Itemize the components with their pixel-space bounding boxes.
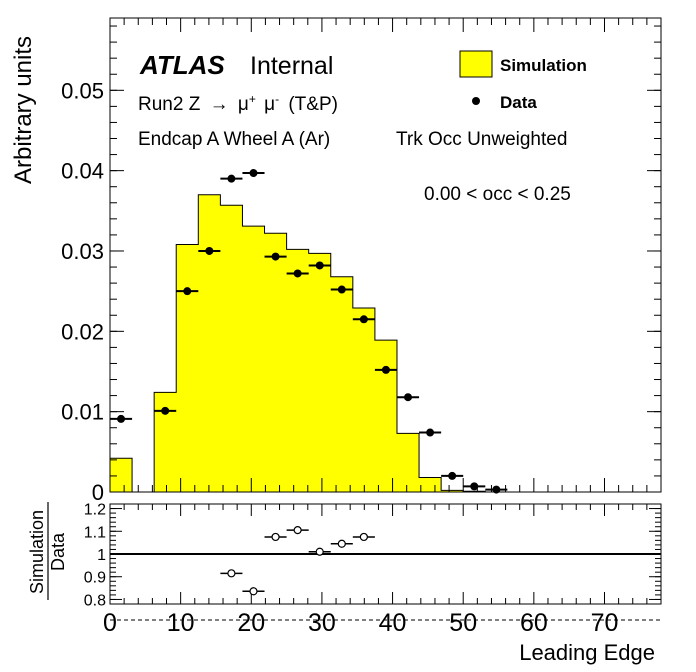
x-tick-label: 70	[591, 609, 619, 637]
legend: Simulation Data	[459, 50, 587, 112]
legend-data-label: Data	[500, 93, 537, 112]
upper-y-tick-label: 0.05	[61, 78, 104, 103]
run-minus-sup: -	[275, 92, 279, 106]
lower-y-tick-label: 1	[97, 547, 106, 564]
ratio-point	[359, 532, 368, 542]
occupancy-range-label: 0.00 < occ < 0.25	[424, 184, 571, 205]
data-point	[359, 315, 368, 324]
legend-simulation-swatch	[459, 50, 493, 78]
x-tick-label: 50	[449, 609, 477, 637]
legend-data-marker	[472, 97, 480, 105]
lower-y-tick-label: 1.1	[84, 524, 106, 541]
data-point	[161, 406, 170, 415]
data-point	[470, 482, 479, 491]
data-point	[448, 471, 457, 480]
ratio-points	[220, 526, 375, 596]
x-tick-label: 10	[167, 609, 195, 637]
ratio-point	[293, 526, 302, 535]
ratio-y-title-denominator: Data	[48, 532, 68, 571]
upper-y-tick-label: 0.01	[61, 400, 104, 425]
data-point	[271, 252, 280, 261]
data-point	[205, 246, 214, 255]
atlas-label: ATLAS	[139, 50, 225, 80]
data-point	[293, 269, 302, 278]
data-point	[404, 393, 413, 402]
legend-simulation-label: Simulation	[500, 56, 587, 75]
ratio-point	[337, 539, 346, 548]
data-point	[337, 285, 346, 294]
x-tick-label: 20	[237, 609, 265, 637]
data-point	[183, 287, 192, 296]
internal-label: Internal	[250, 52, 333, 80]
lower-y-tick-label: 0.9	[84, 570, 106, 587]
data-point	[117, 414, 126, 423]
simulation-histogram-fill	[110, 194, 508, 492]
data-point	[381, 365, 390, 374]
simulation-histogram-outline	[110, 194, 508, 493]
x-tick-label: 60	[520, 609, 548, 637]
data-point	[315, 261, 324, 270]
ratio-point	[271, 532, 280, 542]
ratio-point	[227, 569, 236, 578]
ratio-point	[249, 587, 258, 596]
data-points	[110, 169, 508, 494]
x-axis-title: Leading Edge	[519, 640, 655, 665]
simulation-histogram	[110, 194, 508, 493]
ratio-point	[315, 547, 324, 556]
x-tick-label: 40	[379, 609, 407, 637]
data-point	[227, 174, 236, 183]
x-tick-label: 30	[308, 609, 336, 637]
upper-y-tick-label: 0	[92, 480, 104, 505]
run-suffix: (T&P)	[288, 94, 338, 115]
lower-y-tick-label: 1.2	[84, 502, 106, 519]
upper-pad-frame-top	[109, 17, 662, 493]
region-label: Endcap A Wheel A (Ar)	[138, 129, 330, 150]
ratio-y-title-numerator: Simulation	[27, 510, 47, 594]
lower-axis-ticks: 0.8 0.9 1 1.1 1.2 0 10 20 30 40 50 60 70	[84, 502, 662, 637]
run-prefix: Run2 Z	[138, 94, 201, 115]
upper-y-tick-label: 0.02	[61, 319, 104, 344]
upper-y-tick-label: 0.03	[61, 239, 104, 264]
x-tick-label: 0	[103, 609, 117, 637]
upper-axis-ticks: 0 0.01 0.02 0.03 0.04 0.05	[61, 18, 662, 505]
lower-y-tick-label: 0.8	[84, 592, 106, 609]
upper-y-axis-title: Arbitrary units	[10, 36, 37, 184]
run-arrow: →	[210, 94, 229, 115]
data-point	[426, 428, 435, 437]
run-label: Run2 Z → μ+ μ- (T&P)	[138, 87, 338, 115]
upper-y-tick-label: 0.04	[61, 159, 104, 184]
run-mu-minus: μ	[264, 94, 275, 115]
run-mu-plus: μ	[238, 94, 249, 115]
data-point	[249, 169, 258, 178]
occupancy-label: Trk Occ Unweighted	[396, 129, 567, 150]
run-plus-sup: +	[249, 92, 256, 106]
